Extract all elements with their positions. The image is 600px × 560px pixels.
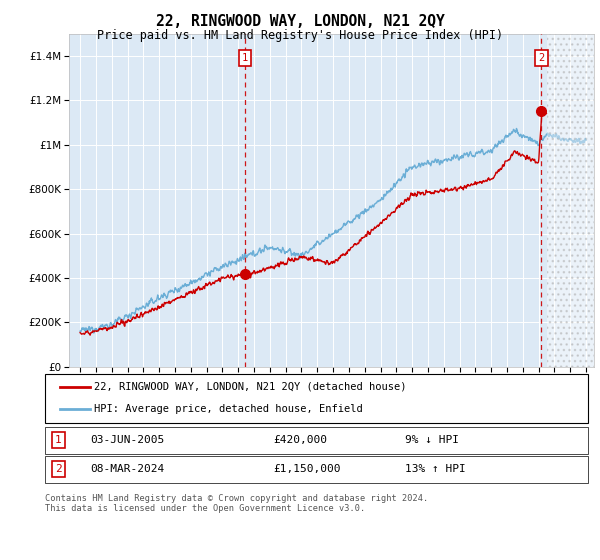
- Text: 1: 1: [242, 53, 248, 63]
- Text: 9% ↓ HPI: 9% ↓ HPI: [405, 435, 459, 445]
- Bar: [547, 34, 594, 367]
- Text: HPI: Average price, detached house, Enfield: HPI: Average price, detached house, Enfi…: [94, 404, 363, 414]
- Text: 1: 1: [55, 435, 62, 445]
- Text: 22, RINGWOOD WAY, LONDON, N21 2QY (detached house): 22, RINGWOOD WAY, LONDON, N21 2QY (detac…: [94, 382, 407, 392]
- Text: Contains HM Land Registry data © Crown copyright and database right 2024.
This d: Contains HM Land Registry data © Crown c…: [45, 494, 428, 514]
- Text: 13% ↑ HPI: 13% ↑ HPI: [405, 464, 466, 474]
- Text: 22, RINGWOOD WAY, LONDON, N21 2QY: 22, RINGWOOD WAY, LONDON, N21 2QY: [155, 14, 445, 29]
- Text: 2: 2: [55, 464, 62, 474]
- Text: 2: 2: [538, 53, 545, 63]
- Text: £1,150,000: £1,150,000: [273, 464, 341, 474]
- Text: 03-JUN-2005: 03-JUN-2005: [90, 435, 164, 445]
- Text: £420,000: £420,000: [273, 435, 327, 445]
- Text: 08-MAR-2024: 08-MAR-2024: [90, 464, 164, 474]
- Text: Price paid vs. HM Land Registry's House Price Index (HPI): Price paid vs. HM Land Registry's House …: [97, 29, 503, 42]
